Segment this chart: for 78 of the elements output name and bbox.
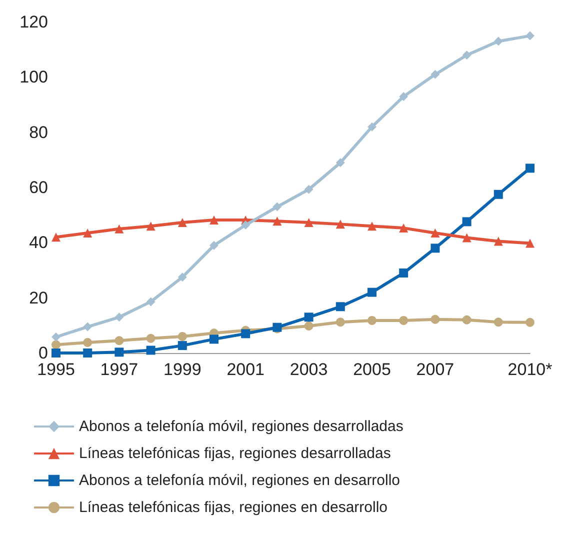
point: [368, 288, 376, 297]
point: [52, 340, 60, 350]
point: [462, 217, 472, 226]
point: [399, 224, 408, 233]
y-tick-label: 120: [20, 12, 48, 32]
point: [114, 224, 124, 234]
legend-label: Abonos a telefonía móvil, regiones en desarrollo: [79, 472, 400, 489]
point: [52, 232, 60, 242]
point: [462, 50, 472, 60]
point: [210, 334, 218, 344]
point: [304, 321, 314, 330]
point: [178, 332, 187, 341]
point: [336, 220, 345, 229]
point: [210, 240, 218, 250]
point: [399, 268, 408, 278]
point: [430, 70, 440, 79]
point: [430, 228, 440, 238]
point: [430, 314, 440, 324]
point: [430, 244, 440, 253]
point: [368, 316, 376, 325]
point: [83, 322, 92, 332]
point: [146, 334, 156, 343]
point: [210, 216, 218, 225]
point: [146, 297, 156, 306]
point: [83, 338, 92, 348]
y-tick-label: 80: [29, 122, 48, 142]
point: [146, 222, 156, 231]
legend-label: Líneas telefónicas fijas, regiones en desarrollo: [79, 499, 388, 516]
y-tick-label: 20: [29, 288, 48, 308]
point: [304, 312, 314, 322]
legend-label: Líneas telefónicas fijas, regiones desarrolladas: [79, 445, 391, 462]
point: [178, 272, 187, 282]
y-tick-label: 60: [29, 178, 48, 197]
point: [526, 31, 534, 40]
point: [241, 220, 250, 230]
point: [494, 318, 503, 327]
point: [462, 315, 472, 324]
point: [494, 236, 503, 246]
point: [368, 222, 376, 231]
point: [336, 302, 345, 312]
point: [241, 329, 250, 338]
point: [304, 184, 314, 194]
y-tick-label: 0: [38, 344, 48, 362]
point: [83, 228, 92, 238]
point: [494, 190, 503, 199]
x-tick-label: 2005: [353, 360, 391, 379]
point: [336, 318, 345, 327]
x-tick-label: 1997: [100, 360, 138, 379]
point: [272, 202, 282, 212]
point: [399, 92, 408, 101]
x-tick-label: 1995: [37, 360, 75, 379]
point: [336, 158, 345, 168]
point: [114, 348, 124, 357]
point: [272, 216, 282, 226]
legend-label: Abonos a telefonía móvil, regiones desarrolladas: [79, 418, 404, 435]
point: [52, 332, 60, 342]
point: [526, 318, 534, 327]
point: [52, 348, 60, 358]
x-tick-label: 2010*: [508, 360, 553, 379]
y-tick-label: 40: [29, 233, 48, 252]
point: [526, 238, 534, 248]
point: [146, 346, 156, 355]
x-tick-label: 1999: [163, 360, 202, 379]
point: [462, 233, 472, 242]
point: [83, 348, 92, 358]
point: [399, 316, 408, 325]
point: [114, 336, 124, 346]
x-tick-label: 2007: [416, 360, 454, 379]
x-tick-label: 2003: [290, 360, 328, 379]
point: [178, 341, 187, 350]
point: [304, 218, 314, 228]
point: [494, 36, 503, 46]
y-tick-label: 100: [20, 68, 48, 87]
point: [114, 312, 124, 322]
point: [526, 164, 534, 173]
point: [178, 218, 187, 228]
x-tick-label: 2001: [226, 360, 265, 379]
point: [368, 122, 376, 132]
